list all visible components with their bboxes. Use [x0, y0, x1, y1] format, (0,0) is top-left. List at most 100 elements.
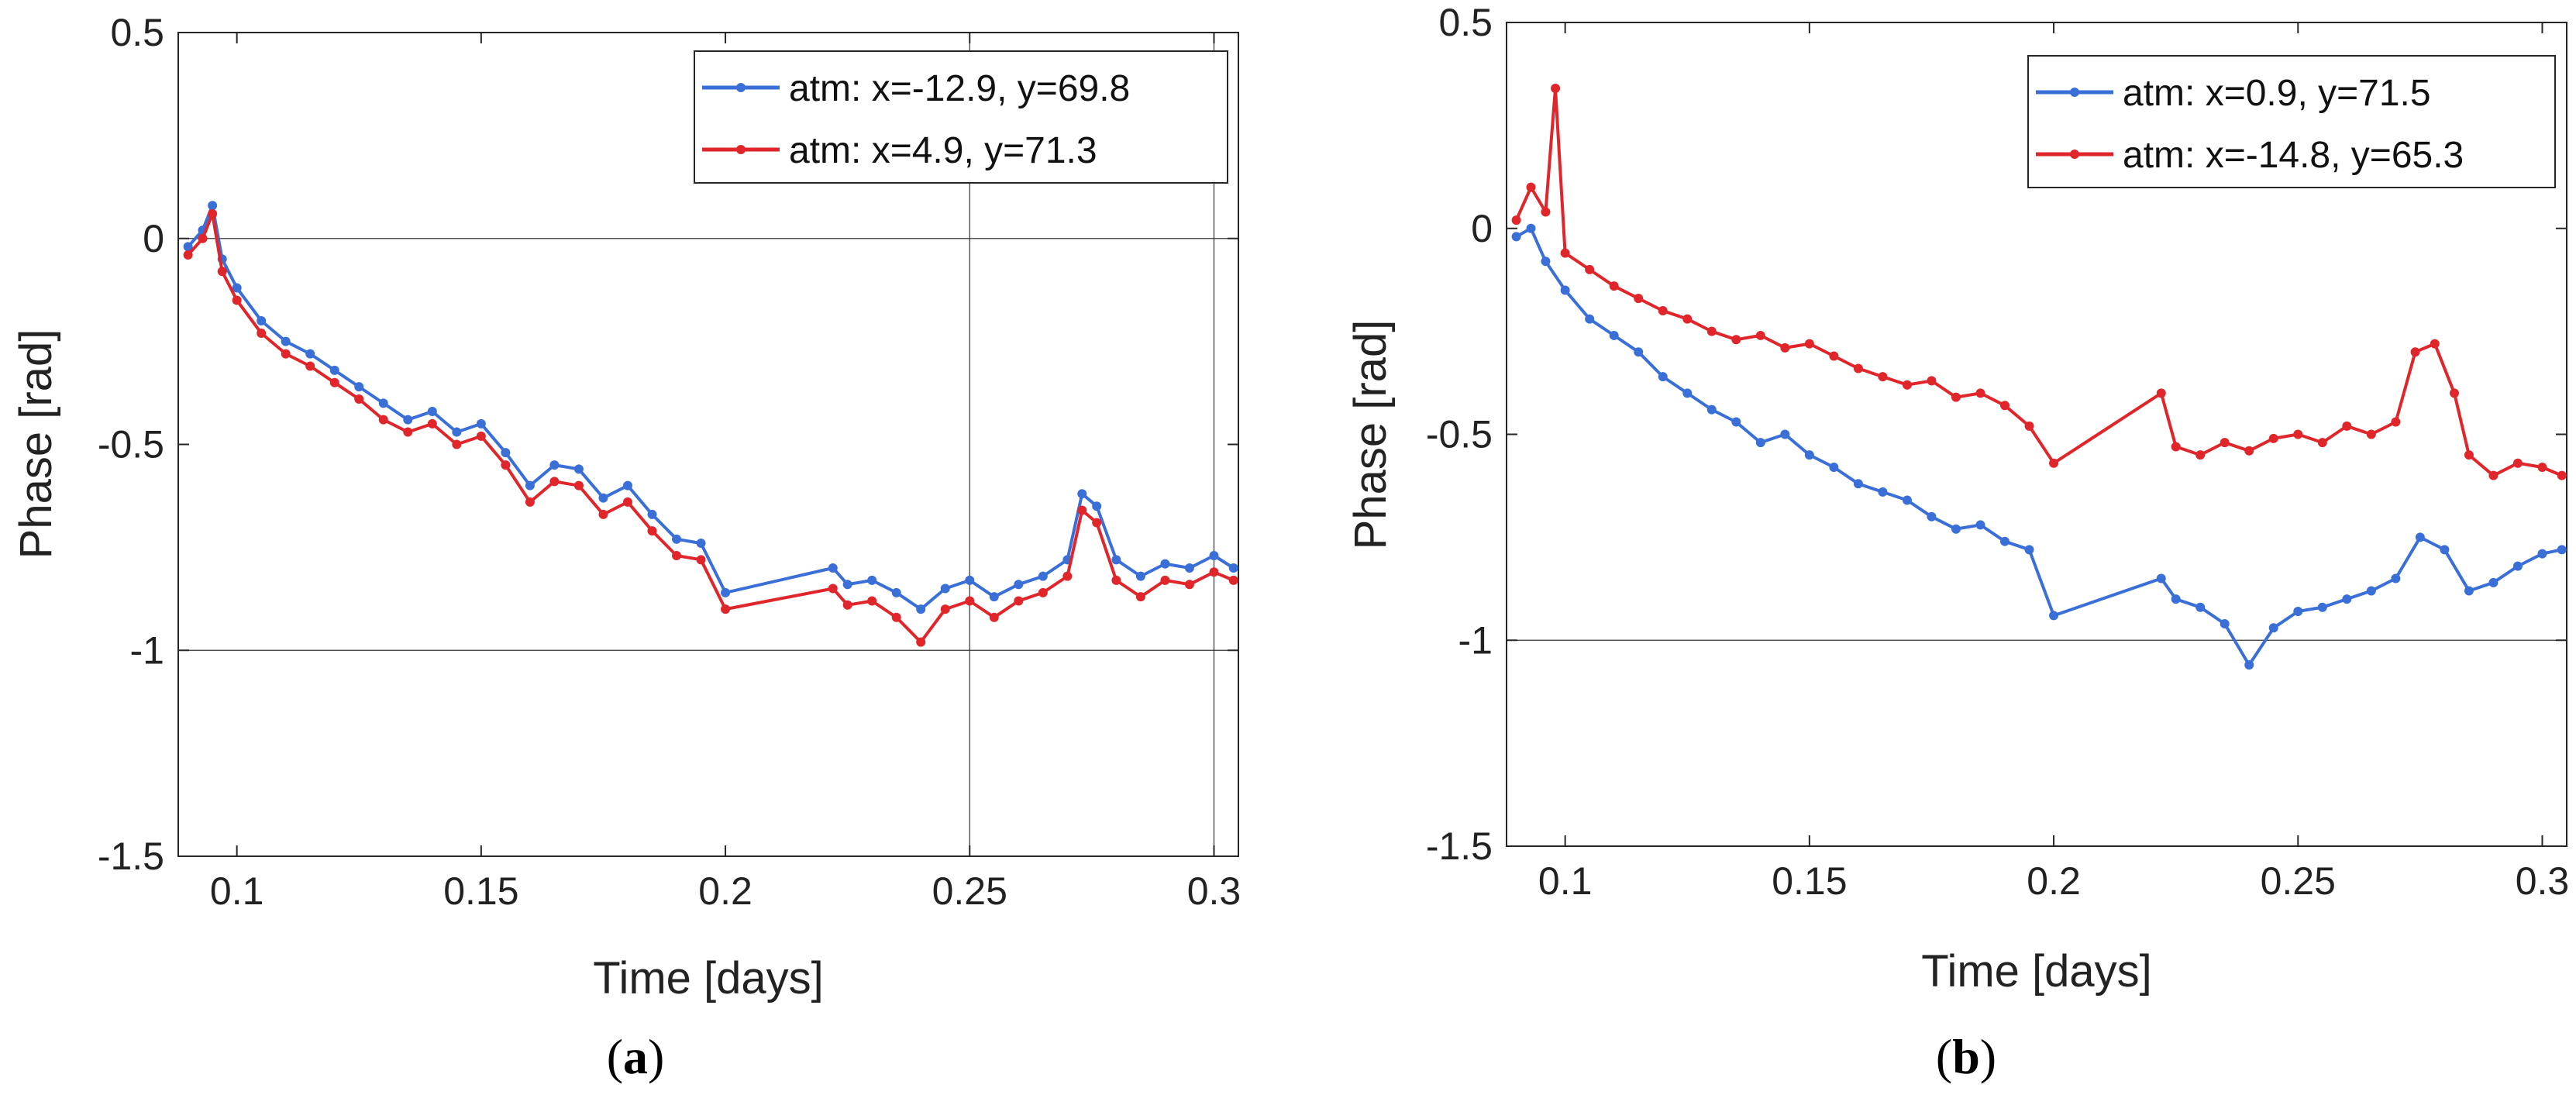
data-point-a-1-22 — [672, 551, 682, 561]
legend-label-b-1: atm: x=-14.8, y=65.3 — [2123, 135, 2464, 176]
data-point-a-1-27 — [867, 596, 877, 606]
data-point-a-1-36 — [1077, 505, 1087, 515]
y-tick-label-a-0: -1.5 — [98, 835, 164, 878]
data-point-a-0-18 — [573, 464, 584, 474]
data-point-b-1-25 — [2156, 388, 2166, 398]
data-point-a-0-33 — [1014, 580, 1024, 590]
data-point-b-0-24 — [2156, 573, 2166, 583]
data-point-b-0-11 — [1755, 438, 1765, 448]
data-point-b-1-16 — [1853, 363, 1863, 373]
panel-label-b: (b) — [1936, 1029, 1996, 1084]
data-point-a-0-21 — [647, 509, 657, 519]
ticks-a: 0.1 0.15 0.2 0.25 0.3 -1.5 -1 -0.5 0 0.5 — [98, 11, 1241, 913]
data-point-a-1-42 — [1209, 567, 1219, 577]
data-point-a-0-8 — [329, 365, 339, 375]
legend-marker-a-1 — [736, 145, 746, 154]
data-point-b-0-2 — [1541, 256, 1551, 267]
data-point-a-0-24 — [721, 587, 731, 597]
data-point-b-0-21 — [2000, 536, 2010, 546]
data-point-b-0-28 — [2244, 660, 2254, 670]
data-point-a-0-41 — [1184, 563, 1194, 573]
data-point-a-1-11 — [403, 427, 413, 437]
data-point-b-0-8 — [1682, 388, 1693, 398]
data-point-a-0-17 — [549, 460, 560, 470]
data-point-b-1-22 — [2000, 401, 2010, 411]
data-point-b-0-12 — [1780, 429, 1790, 439]
y-tick-label-a-1: -1 — [130, 628, 164, 672]
data-point-b-1-3 — [1551, 84, 1561, 94]
legend-a: atm: x=-12.9, y=69.8 atm: x=4.9, y=71.3 — [694, 50, 1228, 184]
data-point-b-1-19 — [1927, 376, 1937, 386]
data-point-b-1-41 — [2512, 458, 2523, 468]
panel-letter-a: a — [623, 1029, 648, 1084]
data-point-a-0-16 — [525, 480, 535, 491]
data-point-a-1-5 — [257, 328, 267, 338]
data-point-b-1-30 — [2268, 433, 2278, 443]
y-tick-label-b-3: 0 — [1471, 207, 1493, 250]
data-point-a-1-15 — [501, 460, 511, 470]
data-point-a-1-14 — [476, 431, 486, 441]
data-point-b-1-8 — [1658, 306, 1668, 316]
data-point-b-0-17 — [1902, 495, 1912, 505]
data-point-b-1-2 — [1541, 207, 1551, 217]
data-point-a-0-6 — [281, 336, 291, 346]
x-tick-label-a-0: 0.1 — [210, 869, 264, 913]
series-line-b-0 — [1515, 226, 2563, 667]
data-point-a-1-3 — [217, 267, 227, 277]
data-point-a-0-7 — [305, 349, 315, 359]
data-point-a-1-0 — [183, 250, 193, 260]
data-point-b-1-39 — [2464, 450, 2474, 460]
data-point-b-1-6 — [1609, 281, 1619, 291]
data-point-a-1-43 — [1228, 575, 1238, 585]
data-point-a-0-19 — [598, 493, 608, 503]
data-point-b-1-37 — [2430, 339, 2440, 349]
data-point-b-0-25 — [2171, 594, 2181, 604]
data-point-b-0-27 — [2220, 618, 2230, 628]
data-point-a-1-31 — [965, 596, 975, 606]
data-point-b-0-29 — [2268, 623, 2278, 633]
x-tick-label-b-3: 0.25 — [2261, 859, 2336, 903]
data-point-b-0-41 — [2557, 545, 2567, 555]
series-line-a-1 — [187, 212, 1235, 644]
data-point-a-1-6 — [281, 349, 291, 359]
y-tick-label-b-4: 0.5 — [1438, 1, 1493, 44]
chart-panel-a: 0.1 0.15 0.2 0.25 0.3 -1.5 -1 -0.5 0 0.5 atm: x=-… — [11, 11, 1241, 1084]
x-tick-label-a-1: 0.15 — [443, 869, 518, 913]
data-point-a-1-12 — [427, 418, 437, 429]
data-point-a-0-11 — [403, 415, 413, 425]
data-point-a-1-9 — [354, 394, 364, 404]
legend-label-b-0: atm: x=0.9, y=71.5 — [2123, 73, 2431, 114]
data-point-b-1-7 — [1634, 294, 1644, 304]
y-tick-label-b-0: -1.5 — [1426, 824, 1493, 868]
data-point-b-1-9 — [1682, 314, 1693, 324]
data-point-b-1-1 — [1526, 182, 1536, 192]
series-group-a — [183, 201, 1238, 647]
data-point-a-0-26 — [842, 580, 852, 590]
data-point-b-1-42 — [2537, 463, 2547, 473]
data-point-a-1-34 — [1038, 587, 1048, 597]
data-point-a-1-4 — [232, 295, 242, 305]
data-point-a-1-39 — [1135, 592, 1145, 602]
data-point-a-1-24 — [721, 604, 731, 614]
legend-b: atm: x=0.9, y=71.5 atm: x=-14.8, y=65.3 — [2027, 55, 2556, 188]
data-point-b-1-17 — [1878, 372, 1888, 382]
data-point-a-1-38 — [1111, 575, 1121, 585]
data-point-b-0-1 — [1526, 223, 1536, 233]
data-point-b-0-37 — [2464, 586, 2474, 596]
data-point-a-0-2 — [208, 201, 218, 211]
data-point-b-1-40 — [2488, 470, 2499, 480]
data-point-a-1-35 — [1062, 571, 1073, 581]
data-point-a-1-1 — [198, 233, 208, 243]
data-point-b-1-20 — [1951, 392, 1961, 402]
data-point-a-0-36 — [1077, 489, 1087, 499]
data-point-b-1-23 — [2024, 421, 2034, 431]
data-point-a-1-37 — [1092, 518, 1102, 528]
data-point-a-1-26 — [842, 600, 852, 610]
data-point-b-0-4 — [1585, 314, 1595, 324]
x-axis-label-a: Time [days] — [593, 953, 824, 1003]
panel-letter-b: b — [1952, 1029, 1980, 1084]
legend-label-a-0: atm: x=-12.9, y=69.8 — [789, 68, 1130, 109]
legend-marker-a-0 — [736, 83, 746, 92]
data-point-b-0-10 — [1731, 417, 1741, 427]
data-point-a-0-15 — [501, 448, 511, 458]
